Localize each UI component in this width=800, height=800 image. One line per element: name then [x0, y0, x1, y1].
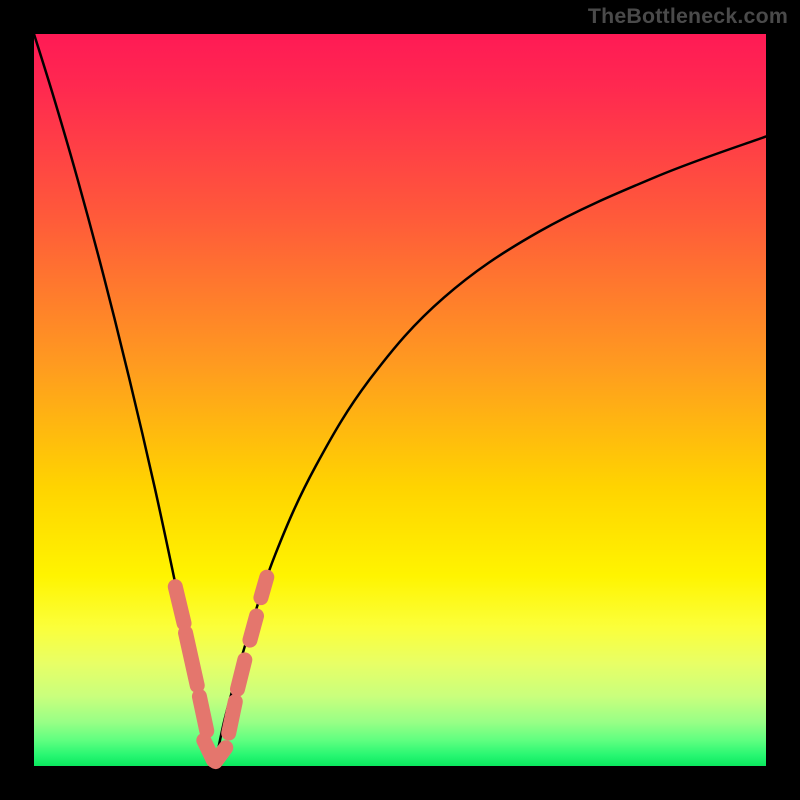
highlight-marker-segment [229, 702, 236, 733]
bottleneck-chart [0, 0, 800, 800]
highlight-marker-segment [261, 577, 267, 597]
plot-background [34, 34, 766, 766]
highlight-marker-segment [216, 748, 226, 762]
chart-frame: TheBottleneck.com [0, 0, 800, 800]
highlight-marker-segment [199, 696, 206, 730]
highlight-marker-segment [237, 660, 244, 689]
highlight-marker-segment [250, 616, 257, 640]
attribution-text: TheBottleneck.com [588, 4, 788, 29]
highlight-marker-segment [175, 587, 184, 624]
